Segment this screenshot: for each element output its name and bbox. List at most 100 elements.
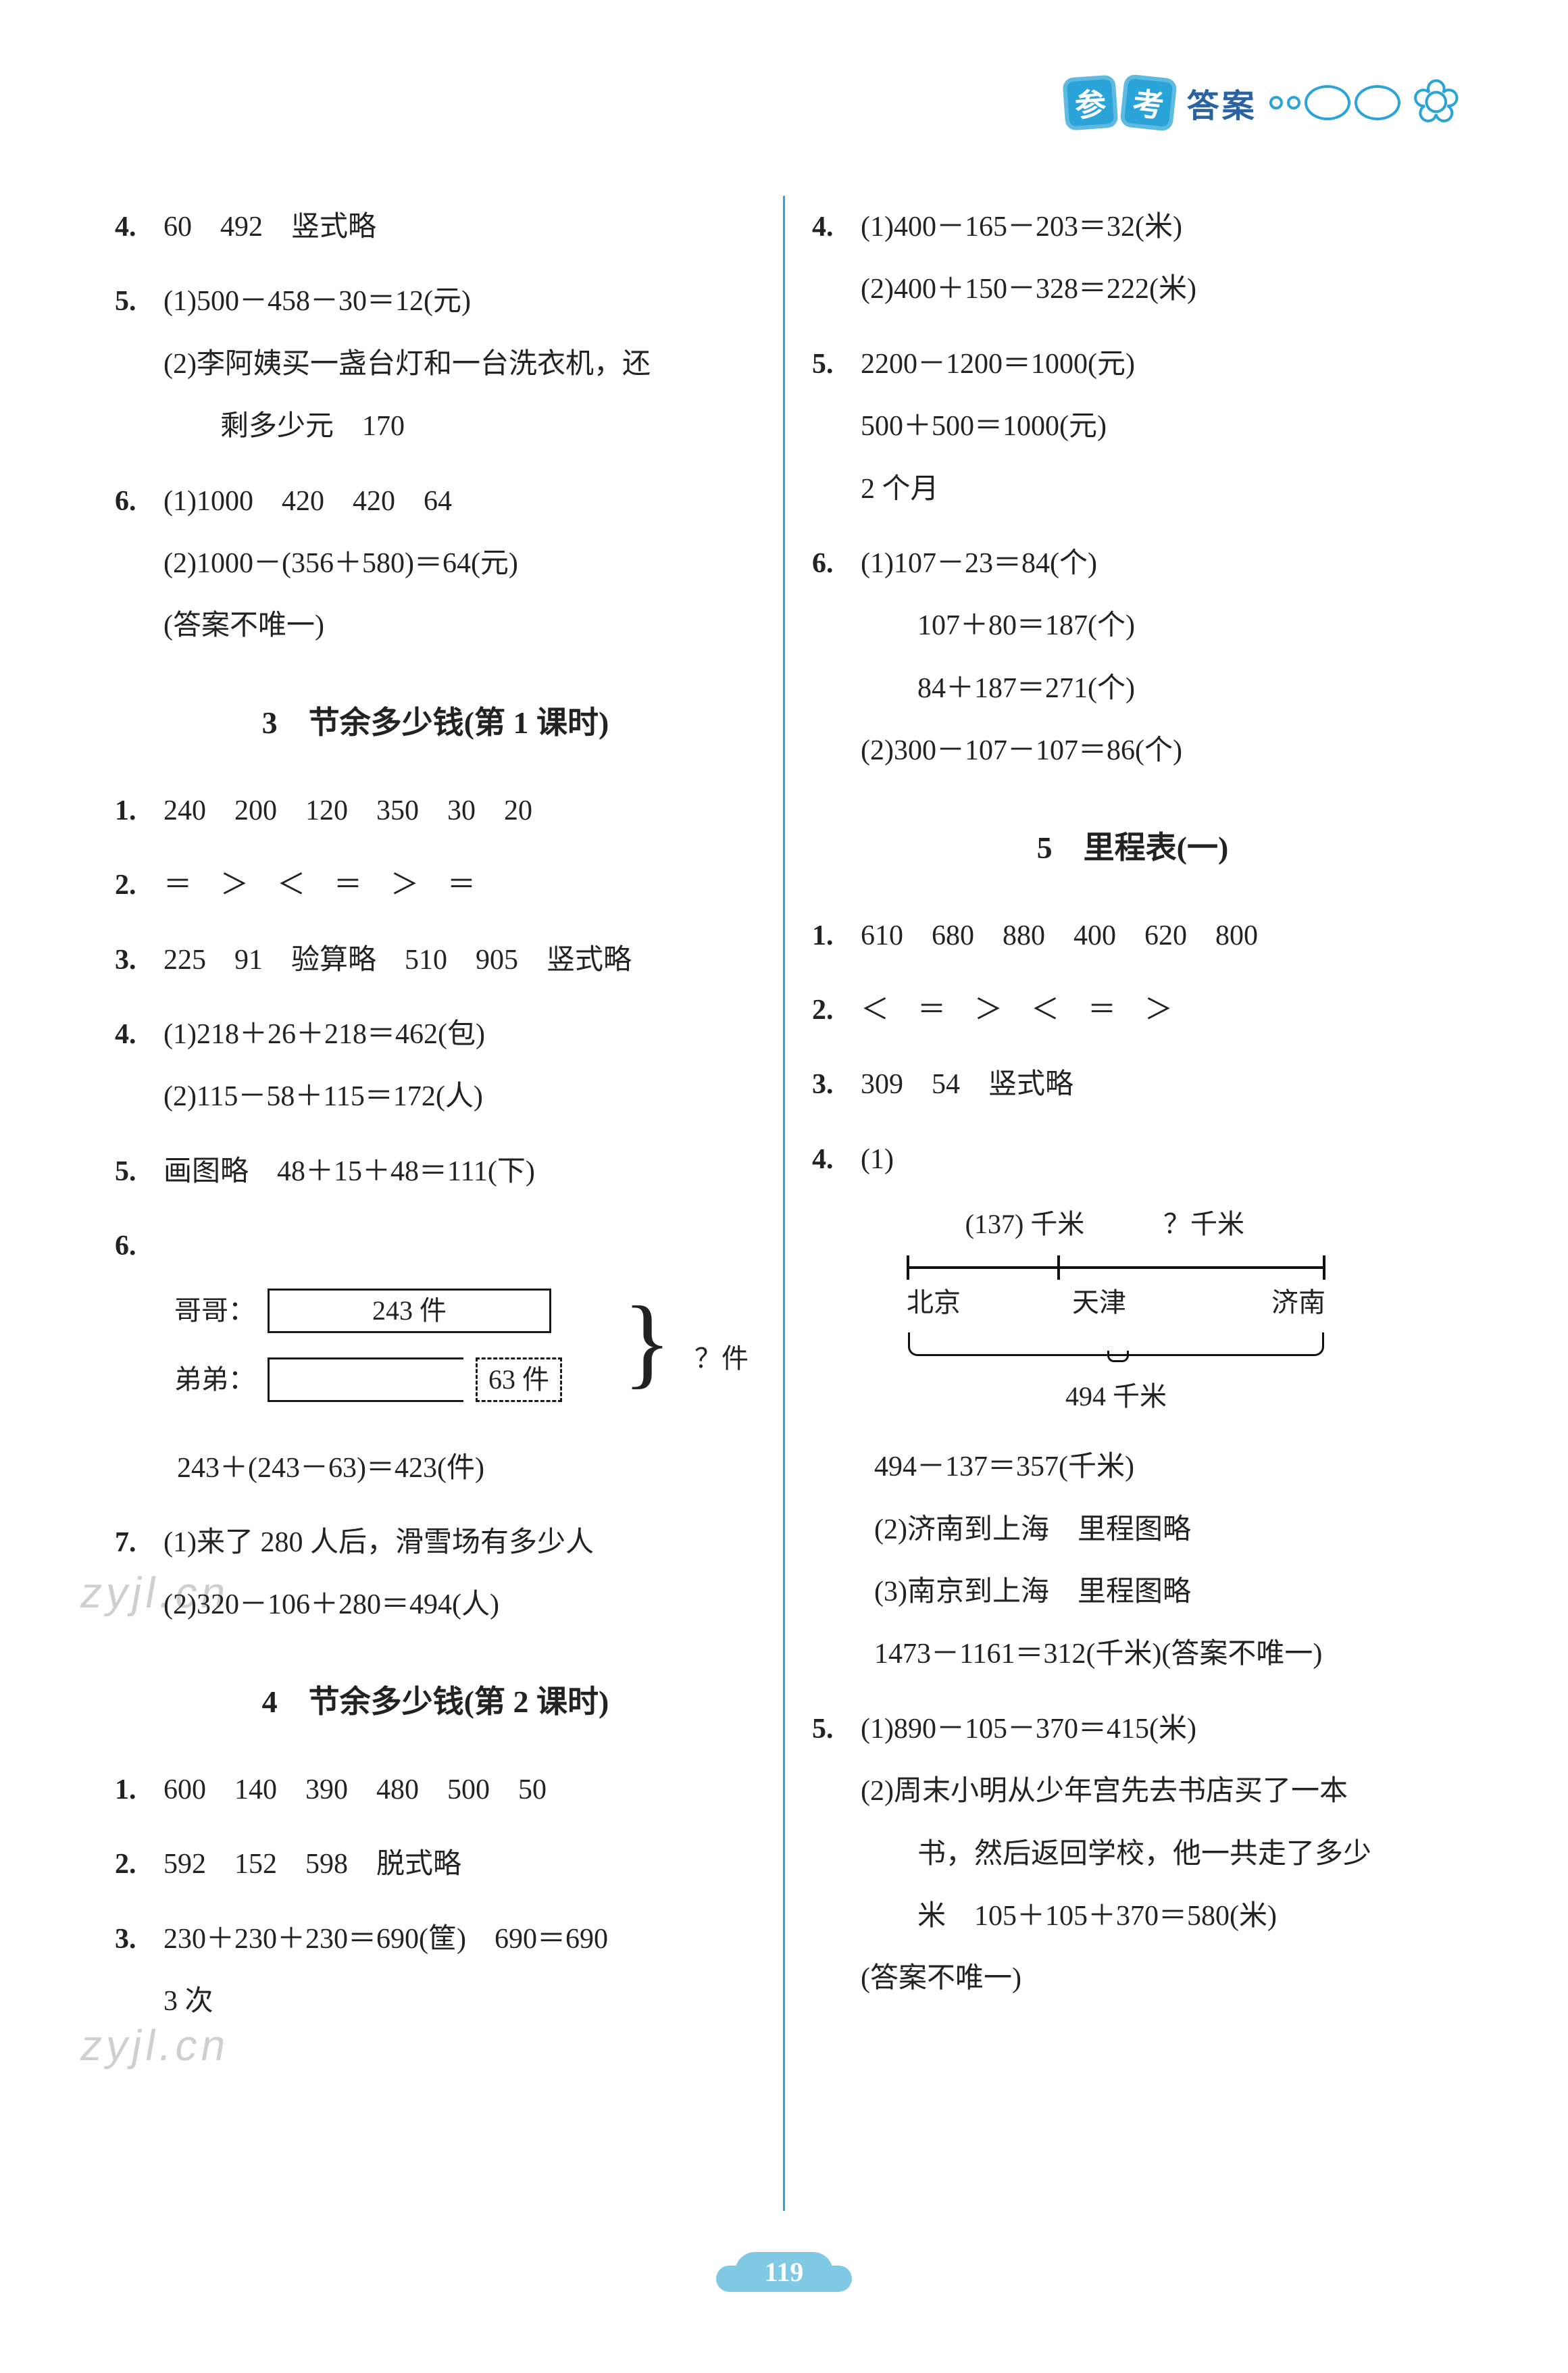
answer-item: 6. (1)1000 420 420 64 (2)1000－(356＋580)＝… bbox=[115, 470, 756, 657]
columns: 4. 60 492 竖式略 5. (1)500－458－30＝12(元) (2)… bbox=[88, 196, 1480, 2211]
answer-item: 5. 画图略 48＋15＋48＝111(下) bbox=[115, 1141, 756, 1203]
line: 107＋80＝187(个) bbox=[861, 595, 1453, 657]
chip-can: 参 bbox=[1062, 74, 1118, 130]
answer-item: 3. 225 91 验算略 510 905 竖式略 bbox=[115, 929, 756, 991]
line: (2)1000－(356＋580)＝64(元) bbox=[163, 532, 756, 595]
line: (2)周末小明从少年宫先去书店买了一本 bbox=[861, 1760, 1453, 1822]
answer-item: 5. 2200－1200＝1000(元) 500＋500＝1000(元) 2 个… bbox=[812, 333, 1453, 520]
city-labels: 北京 天津 济南 bbox=[907, 1273, 1325, 1332]
item-number: 4. bbox=[115, 1003, 163, 1128]
ref-chip: 参 考 bbox=[1064, 76, 1175, 129]
page-footer: 119 bbox=[703, 2252, 865, 2292]
mileage-line bbox=[907, 1266, 1325, 1269]
item-body: (1)1000 420 420 64 (2)1000－(356＋580)＝64(… bbox=[163, 470, 756, 657]
line: (1)218＋26＋218＝462(包) bbox=[163, 1003, 756, 1066]
item-number: 6. bbox=[115, 1215, 163, 1277]
line: 2200－1200＝1000(元) bbox=[861, 333, 1453, 395]
item-body: (1)218＋26＋218＝462(包) (2)115－58＋115＝172(人… bbox=[163, 1003, 756, 1128]
line: (2)115－58＋115＝172(人) bbox=[163, 1066, 756, 1128]
item-body: (1)来了 280 人后，滑雪场有多少人 (2)320－106＋280＝494(… bbox=[163, 1512, 756, 1637]
answer-item: 2. ＜ ＝ ＞ ＜ ＝ ＞ bbox=[812, 979, 1453, 1041]
line: (2)300－107－107＝86(个) bbox=[861, 720, 1453, 782]
answer-item: 4. (1)218＋26＋218＝462(包) (2)115－58＋115＝17… bbox=[115, 1003, 756, 1128]
flower-icon: ✿ bbox=[1413, 74, 1460, 131]
page-number-badge: 119 bbox=[735, 2252, 834, 2292]
line: 米 105＋105＋370＝580(米) bbox=[861, 1885, 1453, 1947]
line: 书，然后返回学校，他一共走了多少 bbox=[861, 1823, 1453, 1885]
item-number: 6. bbox=[115, 470, 163, 657]
answer-item: 3. 230＋230＋230＝690(筐) 690＝690 3 次 bbox=[115, 1908, 756, 2033]
mileage-top-labels: (137) 千米 ？千米 bbox=[907, 1195, 1325, 1254]
answer-item: 5. (1)500－458－30＝12(元) (2)李阿姨买一盏台灯和一台洗衣机… bbox=[115, 270, 756, 457]
segment-label: ？千米 bbox=[1096, 1195, 1312, 1254]
line: (2)李阿姨买一盏台灯和一台洗衣机，还 bbox=[163, 333, 756, 395]
answer-item: 2. 592 152 598 脱式略 bbox=[115, 1833, 756, 1895]
line: (3)南京到上海 里程图略 bbox=[812, 1561, 1453, 1623]
mileage-diagram: (137) 千米 ？千米 北京 天津 济南 494 千米 bbox=[907, 1195, 1325, 1426]
line: (1)500－458－30＝12(元) bbox=[163, 270, 756, 332]
item-number: 3. bbox=[812, 1053, 861, 1116]
item-body: (1) bbox=[861, 1128, 1453, 1191]
item-number: 3. bbox=[115, 1908, 163, 2033]
line: 494－137＝357(千米) bbox=[812, 1436, 1453, 1498]
segment-label: (137) 千米 bbox=[954, 1195, 1096, 1254]
answer-item: 5. (1)890－105－370＝415(米) (2)周末小明从少年宫先去书店… bbox=[812, 1698, 1453, 2010]
item-number: 1. bbox=[115, 780, 163, 842]
section-title: 3 节余多少钱(第 1 课时) bbox=[115, 689, 756, 757]
line: 1473－1161＝312(千米)(答案不唯一) bbox=[812, 1623, 1453, 1685]
line: (2)320－106＋280＝494(人) bbox=[163, 1574, 756, 1636]
item-number: 7. bbox=[115, 1512, 163, 1637]
item-body: 230＋230＋230＝690(筐) 690＝690 3 次 bbox=[163, 1908, 756, 2033]
item-number: 5. bbox=[115, 1141, 163, 1203]
bar-label: 弟弟： bbox=[174, 1350, 255, 1409]
total-label: 494 千米 bbox=[907, 1367, 1325, 1426]
item-body bbox=[163, 1215, 756, 1277]
page: 参 考 答案 ✿ zyjl.cn zyjl.cn 4. 60 492 竖式略 5… bbox=[0, 0, 1568, 2373]
item-number: 6. bbox=[812, 532, 861, 782]
line: 230＋230＋230＝690(筐) 690＝690 bbox=[163, 1908, 756, 1970]
city: 北京 bbox=[907, 1273, 961, 1332]
bar-row-didi: 弟弟： 63 件 bbox=[174, 1352, 607, 1407]
line: (1)400－165－203＝32(米) bbox=[861, 196, 1453, 258]
loop-icon bbox=[1305, 85, 1350, 120]
answer-item: 4. 60 492 竖式略 bbox=[115, 196, 756, 258]
item-body: 610 680 880 400 620 800 bbox=[861, 905, 1453, 967]
item-body: ＝ ＞ ＜ ＝ ＞ ＝ bbox=[163, 854, 756, 916]
line: (答案不唯一) bbox=[861, 1947, 1453, 2009]
loop-icon bbox=[1355, 85, 1400, 120]
line: (2)400＋150－328＝222(米) bbox=[861, 258, 1453, 320]
item-number: 1. bbox=[812, 905, 861, 967]
brace-label: ？件 bbox=[694, 1329, 749, 1389]
answer-item: 1. 240 200 120 350 30 20 bbox=[115, 780, 756, 842]
line: 剩多少元 170 bbox=[163, 395, 756, 457]
page-number: 119 bbox=[765, 2257, 804, 2287]
answer-item: 6. bbox=[115, 1215, 756, 1277]
line: (1)1000 420 420 64 bbox=[163, 470, 756, 532]
item-body: 592 152 598 脱式略 bbox=[163, 1833, 756, 1895]
item-number: 2. bbox=[115, 1833, 163, 1895]
answer-item: 2. ＝ ＞ ＜ ＝ ＞ ＝ bbox=[115, 854, 756, 916]
answer-item: 1. 600 140 390 480 500 50 bbox=[115, 1759, 756, 1821]
answer-item: 4. (1) bbox=[812, 1128, 1453, 1191]
item-number: 3. bbox=[115, 929, 163, 991]
tick-icon bbox=[1323, 1255, 1325, 1280]
tick-icon bbox=[1057, 1255, 1060, 1280]
line: 84＋187＝271(个) bbox=[861, 657, 1453, 720]
brace-icon: } bbox=[623, 1294, 672, 1391]
answer-item: 7. (1)来了 280 人后，滑雪场有多少人 (2)320－106＋280＝4… bbox=[115, 1512, 756, 1637]
item-body: 225 91 验算略 510 905 竖式略 bbox=[163, 929, 756, 991]
item-number: 5. bbox=[115, 270, 163, 457]
line: (1)107－23＝84(个) bbox=[861, 532, 1453, 595]
brace-icon bbox=[908, 1332, 1324, 1356]
city: 济南 bbox=[1271, 1273, 1325, 1332]
item-body: 2200－1200＝1000(元) 500＋500＝1000(元) 2 个月 bbox=[861, 333, 1453, 520]
doodle bbox=[1269, 85, 1400, 120]
dot-icon bbox=[1269, 96, 1283, 109]
city: 天津 bbox=[1072, 1273, 1126, 1332]
line: 243＋(243－63)＝423(件) bbox=[115, 1437, 756, 1499]
bar-value: 63 件 bbox=[476, 1357, 562, 1402]
bar-value-empty bbox=[268, 1357, 463, 1402]
item-number: 2. bbox=[812, 979, 861, 1041]
line: (2)济南到上海 里程图略 bbox=[812, 1499, 1453, 1561]
tick-icon bbox=[907, 1255, 909, 1280]
